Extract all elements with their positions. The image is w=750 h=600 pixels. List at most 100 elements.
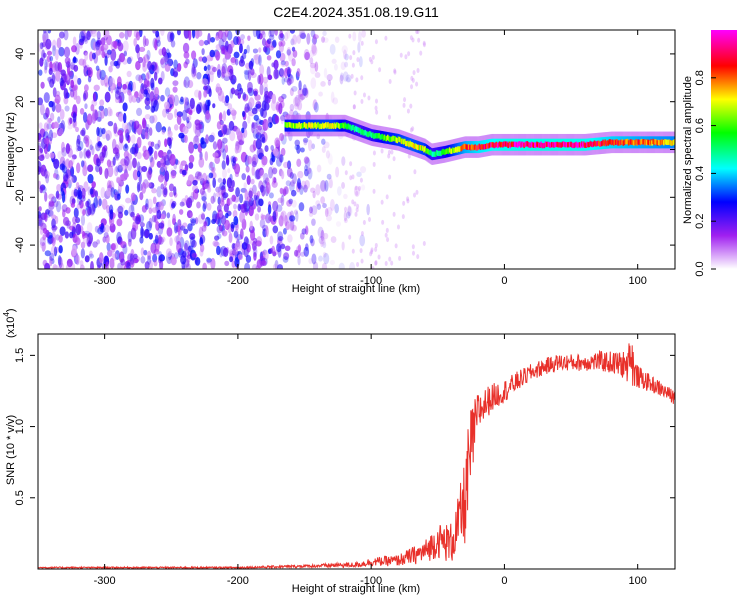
ridge-core — [565, 142, 568, 148]
noise-blob — [87, 164, 94, 173]
noise-blob — [249, 229, 256, 241]
noise-blob — [260, 214, 267, 220]
noise-blob — [141, 182, 147, 194]
noise-blob — [80, 30, 87, 37]
noise-blob — [265, 119, 270, 130]
noise-blob — [107, 49, 112, 55]
noise-blob — [328, 177, 333, 189]
noise-blob — [219, 200, 225, 207]
noise-blob — [280, 114, 286, 122]
noise-blob — [295, 210, 299, 222]
noise-blob — [287, 234, 293, 243]
noise-blob — [263, 172, 269, 184]
ridge-core — [474, 144, 476, 150]
noise-blob — [114, 166, 119, 177]
ridge-core — [414, 143, 417, 149]
ridge-core — [337, 123, 340, 129]
noise-blob — [406, 198, 410, 204]
noise-blob — [231, 194, 236, 202]
noise-blob — [300, 251, 306, 257]
noise-blob — [209, 49, 215, 58]
noise-blob — [127, 30, 132, 38]
noise-blob — [219, 30, 225, 38]
noise-blob — [183, 228, 189, 235]
noise-blob — [289, 103, 295, 111]
noise-blob — [262, 46, 268, 53]
noise-blob — [344, 53, 349, 61]
ridge-core — [467, 144, 470, 150]
noise-blob — [186, 116, 190, 124]
noise-blob — [269, 235, 274, 245]
noise-blob — [318, 91, 323, 97]
noise-blob — [184, 134, 188, 144]
noise-blob — [268, 166, 274, 179]
noise-blob — [148, 232, 153, 240]
noise-blob — [205, 134, 209, 145]
noise-blob — [411, 244, 415, 250]
ridge-core — [561, 141, 564, 147]
noise-blob — [289, 30, 296, 34]
noise-blob — [198, 56, 204, 62]
noise-blob — [87, 75, 92, 83]
ridge-core — [349, 124, 352, 130]
noise-blob — [406, 108, 410, 114]
ridge-core — [606, 140, 609, 146]
noise-blob — [46, 123, 52, 130]
noise-blob — [234, 163, 241, 175]
noise-blob — [193, 135, 200, 146]
ridge-core — [645, 140, 648, 146]
noise-blob — [76, 77, 82, 85]
noise-blob — [133, 30, 139, 38]
noise-blob — [314, 61, 319, 72]
noise-blob — [374, 246, 378, 252]
ridge-core — [521, 141, 523, 147]
noise-blob — [239, 228, 244, 240]
ridge-core — [338, 123, 341, 130]
ridge-core — [497, 142, 500, 148]
ridge-core — [619, 140, 621, 146]
noise-blob — [54, 94, 61, 104]
noise-blob — [84, 52, 89, 61]
noise-blob — [44, 168, 48, 179]
noise-blob — [52, 172, 57, 179]
noise-blob — [132, 157, 137, 169]
noise-blob — [231, 78, 236, 86]
ridge-core — [616, 139, 618, 145]
ridge-core — [472, 145, 474, 151]
noise-blob — [415, 30, 419, 35]
noise-blob — [329, 43, 336, 55]
noise-blob — [296, 34, 302, 44]
noise-blob — [292, 34, 298, 45]
ridge-core — [311, 122, 313, 128]
noise-blob — [92, 241, 98, 248]
noise-blob — [113, 188, 118, 195]
noise-blob — [345, 74, 352, 83]
noise-blob — [268, 30, 272, 38]
noise-blob — [63, 46, 71, 58]
noise-blob — [399, 52, 403, 58]
noise-blob — [96, 37, 101, 47]
noise-blob — [273, 68, 279, 80]
noise-blob — [309, 57, 314, 65]
noise-blob — [210, 166, 216, 173]
ridge-core — [531, 142, 534, 148]
ridge-core — [322, 123, 325, 129]
ridge-core — [408, 141, 410, 148]
noise-blob — [283, 161, 290, 169]
noise-blob — [338, 262, 345, 269]
noise-blob — [314, 72, 321, 78]
noise-blob — [340, 61, 346, 71]
noise-blob — [413, 192, 417, 198]
noise-blob — [77, 146, 82, 152]
noise-blob — [197, 175, 204, 182]
noise-blob — [296, 158, 302, 168]
y-tick-label: 0 — [14, 146, 26, 152]
ridge-core — [445, 148, 448, 155]
ridge-core — [452, 147, 455, 154]
noise-blob — [194, 89, 201, 98]
snr-y-multiplier: (x104) — [2, 308, 17, 338]
noise-blob — [359, 234, 366, 247]
x-tick-label: 100 — [629, 575, 647, 587]
noise-blob — [112, 156, 116, 166]
noise-blob — [381, 219, 385, 225]
